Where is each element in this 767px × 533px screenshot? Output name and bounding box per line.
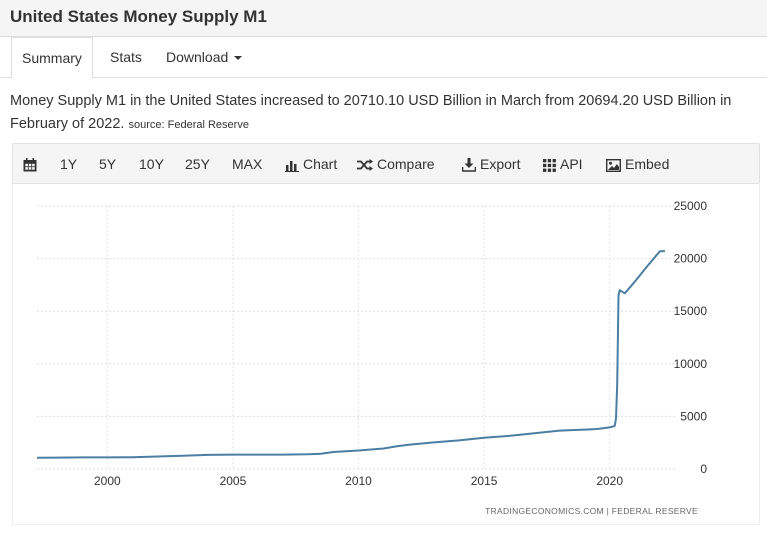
tab-download-label: Download — [166, 49, 229, 65]
download-icon — [462, 158, 476, 173]
source-note: source: Federal Reserve — [128, 119, 249, 131]
x-tick-label: 2015 — [471, 474, 498, 488]
embed-label: Embed — [625, 156, 670, 172]
chart-type-label: Chart — [303, 156, 338, 172]
api-label: API — [560, 156, 583, 172]
page-title: United States Money Supply M1 — [10, 7, 267, 26]
y-tick-label: 0 — [700, 462, 707, 476]
bar-chart-icon — [285, 160, 299, 172]
tab-bar: Summary Stats Download — [0, 37, 767, 79]
range-max-label: MAX — [232, 156, 263, 172]
range-10y-label: 10Y — [139, 156, 164, 172]
y-tick-label: 25000 — [674, 199, 708, 213]
x-tick-label: 2000 — [94, 474, 121, 488]
x-tick-label: 2010 — [345, 474, 372, 488]
compare-button[interactable]: Compare — [357, 144, 435, 184]
range-25y-label: 25Y — [185, 156, 210, 172]
range-5y-button[interactable]: 5Y — [99, 144, 116, 184]
export-label: Export — [480, 156, 521, 172]
title-bar: United States Money Supply M1 — [0, 0, 767, 37]
range-1y-label: 1Y — [60, 156, 78, 172]
chart-type-button[interactable]: Chart — [285, 144, 337, 184]
x-tick-label: 2005 — [220, 474, 247, 488]
y-tick-label: 5000 — [680, 409, 707, 423]
summary-text: Money Supply M1 in the United States inc… — [10, 93, 732, 132]
range-10y-button[interactable]: 10Y — [139, 144, 164, 184]
summary-paragraph: Money Supply M1 in the United States inc… — [10, 90, 762, 137]
shuffle-icon — [357, 159, 373, 172]
range-max-button[interactable]: MAX — [232, 144, 262, 184]
chart-toolbar: 1Y 5Y 10Y 25Y MAX Chart Compare Export — [12, 143, 760, 184]
money-supply-chart: 0 5000 10000 15000 20000 25000 2000 2005 2010 201… — [36, 199, 708, 516]
range-25y-button[interactable]: 25Y — [185, 144, 210, 184]
tab-stats-label: Stats — [110, 49, 142, 65]
image-icon — [606, 158, 621, 172]
y-tick-label: 20000 — [674, 252, 708, 266]
range-1y-button[interactable]: 1Y — [60, 144, 77, 184]
export-button[interactable]: Export — [462, 144, 520, 184]
y-tick-label: 10000 — [674, 357, 708, 371]
api-button[interactable]: API — [543, 144, 583, 184]
tab-summary-label: Summary — [22, 50, 82, 66]
embed-button[interactable]: Embed — [606, 144, 669, 184]
range-5y-label: 5Y — [99, 156, 117, 172]
chart-credit: TRADINGECONOMICS.COM | FEDERAL RESERVE — [485, 506, 698, 516]
compare-label: Compare — [377, 156, 435, 172]
y-tick-label: 15000 — [674, 304, 708, 318]
x-tick-label: 2020 — [596, 474, 623, 488]
calendar-button[interactable] — [23, 144, 41, 184]
tab-summary[interactable]: Summary — [11, 37, 93, 79]
calendar-icon — [23, 158, 37, 172]
caret-down-icon — [234, 56, 243, 61]
tab-stats[interactable]: Stats — [110, 37, 142, 78]
grid-icon — [543, 158, 556, 172]
chart-panel: 0 5000 10000 15000 20000 25000 2000 2005 2010 201… — [12, 184, 760, 525]
series-line — [36, 250, 666, 459]
tab-download[interactable]: Download — [166, 37, 243, 78]
